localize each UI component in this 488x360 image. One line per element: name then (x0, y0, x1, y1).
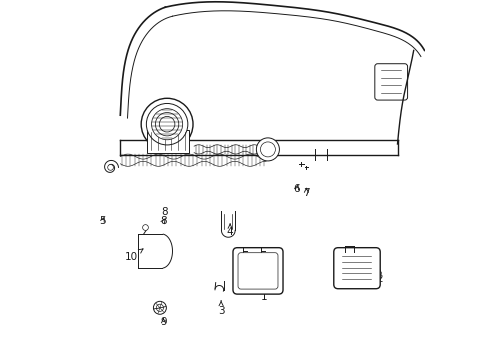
FancyBboxPatch shape (232, 248, 283, 294)
Text: 4: 4 (226, 224, 233, 237)
Text: 7: 7 (303, 188, 309, 198)
Circle shape (142, 225, 148, 230)
Circle shape (256, 138, 279, 161)
FancyBboxPatch shape (147, 130, 188, 153)
FancyBboxPatch shape (333, 248, 380, 289)
Circle shape (159, 116, 175, 132)
FancyBboxPatch shape (238, 253, 277, 289)
Circle shape (155, 113, 179, 136)
Circle shape (146, 103, 187, 145)
Text: 2: 2 (375, 269, 382, 284)
Circle shape (260, 142, 275, 157)
Text: 8: 8 (160, 216, 166, 226)
Text: 10: 10 (124, 249, 142, 262)
Text: 6: 6 (293, 184, 300, 194)
Text: 8: 8 (161, 207, 167, 217)
Circle shape (141, 98, 193, 150)
Text: 5: 5 (99, 216, 105, 226)
Circle shape (151, 109, 183, 140)
Text: 1: 1 (261, 286, 267, 302)
Circle shape (107, 165, 113, 170)
FancyBboxPatch shape (374, 64, 407, 100)
Circle shape (153, 301, 166, 314)
Text: 9: 9 (160, 317, 166, 327)
Circle shape (156, 304, 163, 311)
Text: 3: 3 (217, 301, 224, 316)
